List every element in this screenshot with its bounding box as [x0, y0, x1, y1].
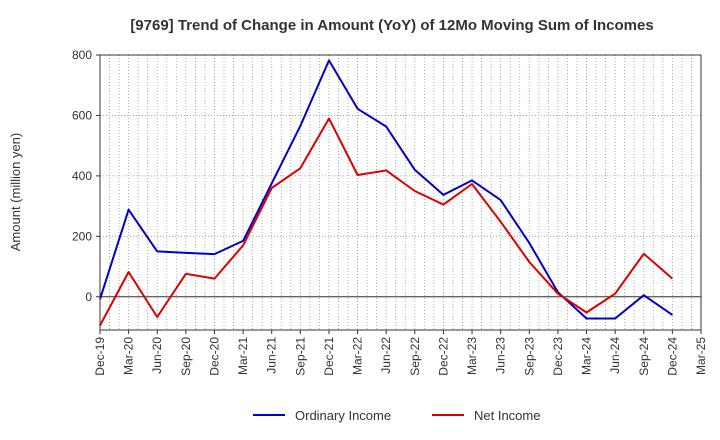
y-tick-label: 0 [85, 290, 92, 304]
y-axis-label: Amount (million yen) [8, 133, 23, 252]
chart-title: [9769] Trend of Change in Amount (YoY) o… [130, 17, 653, 34]
grid [100, 54, 701, 330]
x-tick-label: Mar-24 [580, 337, 594, 375]
x-tick-label: Sep-23 [522, 337, 536, 376]
x-tick-label: Sep-20 [179, 337, 193, 376]
series-line-net-income [99, 117, 674, 326]
y-tick-label: 600 [72, 108, 92, 122]
y-axis-ticks: 0 200 400 600 800 [72, 48, 100, 304]
x-tick-label: Dec-24 [665, 337, 679, 376]
x-tick-label: Dec-23 [551, 337, 565, 376]
series-lines [99, 59, 674, 326]
x-tick-label: Dec-20 [207, 337, 221, 376]
x-tick-label: Jun-24 [608, 337, 622, 374]
x-tick-label: Mar-23 [465, 337, 479, 375]
y-tick-label: 400 [72, 169, 92, 183]
x-axis-ticks: Dec-19 Mar-20 Jun-20 Sep-20 Dec-20 Mar-21 Jun-… [93, 330, 708, 376]
x-tick-label: Mar-22 [351, 337, 365, 375]
x-tick-label: Sep-24 [637, 337, 651, 376]
y-tick-label: 800 [72, 48, 92, 62]
x-tick-label: Jun-23 [494, 337, 508, 374]
legend-label-ordinary-income: Ordinary Income [295, 408, 391, 423]
x-tick-label: Jun-20 [150, 337, 164, 374]
x-tick-label: Mar-21 [236, 337, 250, 375]
x-tick-label: Sep-22 [408, 337, 422, 376]
x-tick-label: Dec-21 [322, 337, 336, 376]
x-tick-label: Jun-22 [379, 337, 393, 374]
x-tick-label: Sep-21 [293, 337, 307, 376]
legend: Ordinary Income Net Income [253, 408, 540, 423]
plot-area [99, 54, 702, 331]
x-tick-label: Mar-25 [694, 337, 708, 375]
x-tick-label: Jun-21 [265, 337, 279, 374]
x-tick-label: Mar-20 [122, 337, 136, 375]
x-tick-label: Dec-19 [93, 337, 107, 376]
y-tick-label: 200 [72, 229, 92, 243]
x-tick-label: Dec-22 [436, 337, 450, 376]
series-line-ordinary-income [99, 59, 673, 320]
legend-label-net-income: Net Income [474, 408, 540, 423]
